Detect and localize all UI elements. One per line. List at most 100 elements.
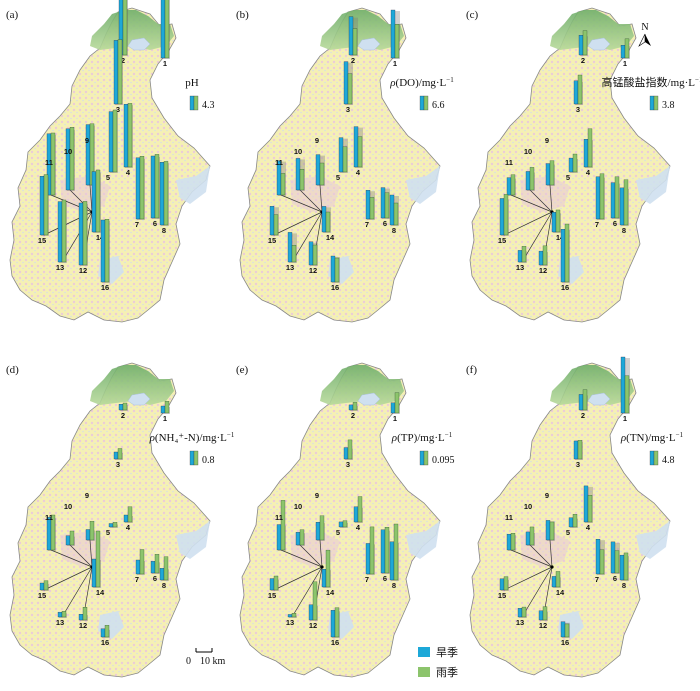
- bar-wet-site-4: [357, 496, 363, 523]
- bar-wet-site-13: [521, 246, 527, 263]
- bar-dry-site-7: [365, 543, 371, 575]
- site-label-14: 14: [556, 233, 565, 242]
- bar-wet-site-12: [542, 606, 548, 621]
- bar-dry-site-16: [100, 219, 106, 283]
- mountain-area: [90, 10, 174, 50]
- bar-wet-site-2: [352, 402, 358, 411]
- site-label-4: 4: [126, 168, 131, 177]
- site-label-9: 9: [85, 136, 89, 145]
- lake: [357, 392, 381, 406]
- bar-wet-site-14: [555, 209, 561, 233]
- bar-wet-site-12: [312, 581, 318, 621]
- site-label-4: 4: [356, 168, 361, 177]
- bar-dry-site-16: [330, 255, 336, 283]
- bar-wet-site-2: [122, 402, 128, 411]
- coastal-water: [406, 166, 440, 204]
- parameter-label: 高锰酸盐指数/mg·L−1: [602, 75, 700, 89]
- scale-start: 0: [186, 656, 191, 667]
- bar-dry-site-10: [65, 535, 71, 546]
- parameter-label: ρ(TN)/mg·L−1: [620, 431, 684, 444]
- north-label: N: [641, 22, 648, 33]
- bar-wet-site-8: [393, 523, 399, 581]
- panel-label: (e): [236, 364, 249, 376]
- bar-dry-site-3: [113, 40, 119, 105]
- site-label-16: 16: [331, 283, 339, 292]
- site-label-5: 5: [336, 173, 340, 182]
- legend-swatch-wet: [418, 667, 430, 677]
- bar-wet-site-15: [273, 575, 279, 591]
- site-label-2: 2: [121, 56, 125, 65]
- bar-wet-site-1: [624, 375, 630, 414]
- bar-dry-site-5: [108, 523, 114, 528]
- bar-wet-site-10: [299, 169, 305, 191]
- bar-wet-site-4: [357, 136, 363, 168]
- bar-dry-site-6: [150, 561, 156, 574]
- bar-wet-site-11: [510, 174, 516, 196]
- bar-dry-site-15: [39, 582, 45, 591]
- bar-wet-site-11: [50, 514, 56, 551]
- bar-dry-site-12: [308, 604, 314, 621]
- bar-wet-site-6: [384, 192, 390, 219]
- site-label-15: 15: [498, 236, 506, 245]
- bar-wet-site-2: [122, 0, 128, 56]
- bar-dry-site-14: [321, 206, 327, 233]
- bar-dry-site-11: [506, 533, 512, 551]
- bar-wet-site-11: [50, 132, 56, 196]
- bar-dry-site-8: [619, 554, 625, 581]
- bar-dry-site-12: [78, 614, 84, 621]
- bar-dry-site-1: [390, 9, 396, 59]
- bar-wet-site-7: [599, 173, 605, 220]
- bar-wet-site-7: [139, 156, 145, 220]
- site-label-10: 10: [64, 502, 72, 511]
- site-label-1: 1: [393, 59, 397, 68]
- site-label-15: 15: [38, 591, 46, 600]
- reference-value: 6.6: [432, 100, 445, 111]
- bar-wet-site-5: [112, 109, 118, 173]
- site-label-8: 8: [162, 581, 166, 590]
- site-label-9: 9: [545, 491, 549, 500]
- bar-dry-site-8: [159, 162, 165, 226]
- site-label-13: 13: [516, 263, 524, 272]
- site-label-8: 8: [622, 226, 626, 235]
- bar-dry-site-14: [91, 558, 97, 588]
- legend-label-wet: 雨季: [436, 666, 458, 679]
- north-arrow: N: [638, 22, 651, 47]
- bar-wet-site-1: [624, 38, 630, 59]
- bar-wet-site-10: [529, 526, 535, 546]
- site-label-3: 3: [116, 105, 120, 114]
- site-label-12: 12: [539, 621, 547, 630]
- bar-dry-site-8: [159, 568, 165, 581]
- leader-lines: [503, 539, 554, 621]
- leader-lines: [273, 539, 324, 621]
- bar-wet-site-6: [614, 176, 620, 219]
- site-label-4: 4: [356, 523, 361, 532]
- bar-wet-site-8: [623, 179, 629, 226]
- bar-wet-site-16: [334, 607, 340, 638]
- bar-dry-site-12: [78, 202, 84, 266]
- panel-label: (c): [466, 9, 479, 21]
- site-label-16: 16: [331, 638, 339, 647]
- site-label-3: 3: [576, 105, 580, 114]
- bar-dry-site-7: [595, 539, 601, 575]
- bar-wet-site-1: [394, 392, 400, 414]
- bar-wet-site-3: [577, 440, 583, 460]
- mountain-area: [90, 365, 174, 405]
- bar-dry-site-3: [573, 440, 579, 460]
- site-label-9: 9: [315, 136, 319, 145]
- lake: [127, 37, 151, 51]
- parameter-label: ρ(DO)/mg·L−1: [389, 76, 454, 89]
- bar-wet-site-15: [43, 174, 49, 236]
- site-label-6: 6: [383, 219, 387, 228]
- site-label-14: 14: [96, 233, 105, 242]
- site-label-11: 11: [45, 158, 53, 167]
- bar-dry-site-3: [113, 451, 119, 460]
- site-label-13: 13: [516, 618, 524, 627]
- bar-dry-site-1: [620, 45, 626, 59]
- bar-wet-site-11: [510, 533, 516, 551]
- bar-wet-site-1: [164, 0, 170, 59]
- bar-wet-site-2: [582, 30, 588, 56]
- bar-wet-site-16: [564, 223, 570, 283]
